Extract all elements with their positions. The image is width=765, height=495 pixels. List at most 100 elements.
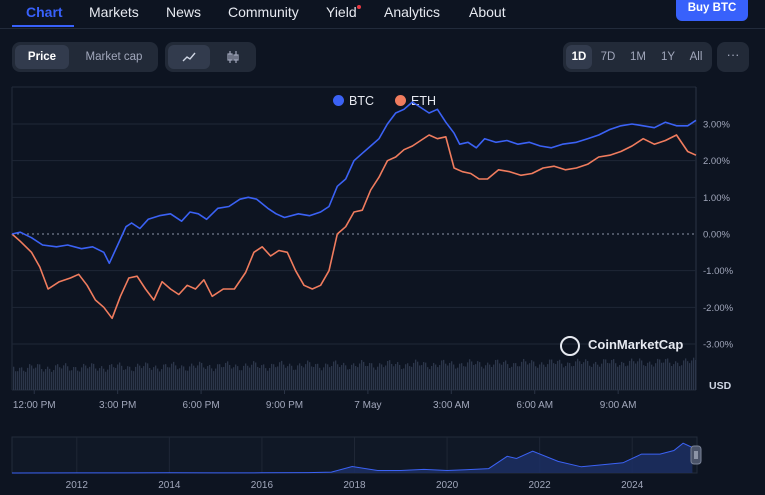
volume-bar: [685, 358, 687, 390]
volume-bar: [325, 363, 327, 390]
navigator-tick-label: 2022: [529, 480, 552, 491]
volume-bar: [297, 365, 299, 390]
volume-bar: [613, 359, 615, 390]
volume-bar: [691, 360, 693, 390]
nav-markets[interactable]: Markets: [89, 4, 139, 20]
volume-bar: [615, 363, 617, 390]
nav-chart[interactable]: Chart: [26, 4, 63, 20]
volume-bar: [517, 366, 519, 390]
volume-bar: [505, 360, 507, 390]
volume-bar: [205, 368, 207, 390]
volume-bar: [251, 364, 253, 390]
volume-bar: [231, 368, 233, 390]
price-tab[interactable]: Price: [15, 45, 69, 69]
volume-bar: [585, 359, 587, 390]
volume-bar: [53, 370, 55, 390]
navigator-tick-label: 2016: [251, 480, 274, 491]
volume-bar: [49, 368, 51, 390]
volume-bar: [533, 361, 535, 390]
volume-bar: [681, 365, 683, 390]
volume-bar: [57, 364, 59, 390]
volume-bar: [661, 362, 663, 390]
legend-btc[interactable]: BTC: [333, 94, 374, 108]
nav-yield[interactable]: Yield: [326, 4, 357, 20]
volume-bar: [285, 367, 287, 390]
volume-bar: [239, 370, 241, 390]
volume-bar: [259, 367, 261, 390]
volume-bar: [667, 358, 669, 390]
volume-bar: [121, 365, 123, 390]
volume-bar: [55, 365, 57, 390]
volume-bar: [571, 366, 573, 390]
volume-bar: [273, 364, 275, 390]
volume-bar: [25, 371, 27, 390]
volume-bar: [113, 367, 115, 390]
x-tick-label: 7 May: [354, 400, 381, 411]
volume-bar: [279, 362, 281, 390]
nav-about[interactable]: About: [469, 4, 506, 20]
range-7d[interactable]: 7D: [600, 51, 616, 63]
volume-bar: [193, 365, 195, 390]
volume-bar: [227, 361, 229, 390]
volume-bar: [509, 368, 511, 390]
range-1m[interactable]: 1M: [630, 51, 646, 63]
volume-bar: [671, 365, 673, 390]
y-tick-label: 2.00%: [703, 156, 730, 167]
volume-bar: [139, 365, 141, 390]
volume-bar: [313, 367, 315, 390]
volume-bar: [421, 365, 423, 390]
volume-bar: [191, 363, 193, 390]
range-1y[interactable]: 1Y: [660, 51, 676, 63]
volume-bar: [475, 364, 477, 390]
nav-community[interactable]: Community: [228, 4, 299, 20]
line-chart-icon[interactable]: [168, 45, 210, 69]
volume-bar: [485, 365, 487, 390]
volume-bar: [641, 360, 643, 390]
volume-bar: [47, 366, 49, 390]
volume-bar: [433, 362, 435, 390]
volume-bar: [367, 366, 369, 390]
nav-news[interactable]: News: [166, 4, 202, 20]
volume-bar: [175, 365, 177, 390]
volume-bar: [593, 363, 595, 390]
candlestick-icon[interactable]: [212, 45, 254, 69]
volume-bar: [657, 358, 659, 390]
volume-bar: [471, 361, 473, 390]
range-1d[interactable]: 1D: [566, 45, 592, 69]
volume-bar: [495, 360, 497, 390]
volume-bar: [459, 363, 461, 390]
volume-bar: [605, 359, 607, 390]
volume-bar: [589, 365, 591, 390]
x-tick-label: 9:00 AM: [600, 400, 637, 411]
market-cap-tab[interactable]: Market cap: [85, 51, 143, 63]
volume-bar: [351, 364, 353, 390]
buy-button[interactable]: Buy BTC: [676, 0, 748, 21]
more-menu: ···: [717, 42, 749, 72]
volume-bar: [147, 363, 149, 390]
nav-analytics[interactable]: Analytics: [384, 4, 441, 20]
volume-bar: [479, 362, 481, 390]
volume-bar: [247, 365, 249, 390]
volume-bar: [507, 364, 509, 390]
range-all[interactable]: All: [689, 51, 703, 63]
volume-bar: [443, 359, 445, 390]
volume-bar: [209, 364, 211, 390]
volume-bar: [153, 367, 155, 390]
navigator-tick-label: 2020: [436, 480, 459, 491]
volume-bar: [291, 365, 293, 390]
x-tick-label: 12:00 PM: [13, 400, 56, 411]
volume-bar: [415, 359, 417, 390]
volume-bar: [107, 369, 109, 390]
volume-bar: [689, 363, 691, 390]
navigator-handle[interactable]: [690, 445, 702, 465]
volume-bar: [655, 363, 657, 390]
volume-bar: [155, 365, 157, 390]
volume-bar: [489, 364, 491, 390]
ellipsis-icon[interactable]: ···: [726, 47, 740, 62]
volume-bar: [163, 364, 165, 390]
volume-bar: [75, 367, 77, 390]
volume-bar: [293, 369, 295, 390]
volume-bar: [599, 366, 601, 390]
volume-bar: [347, 369, 349, 390]
